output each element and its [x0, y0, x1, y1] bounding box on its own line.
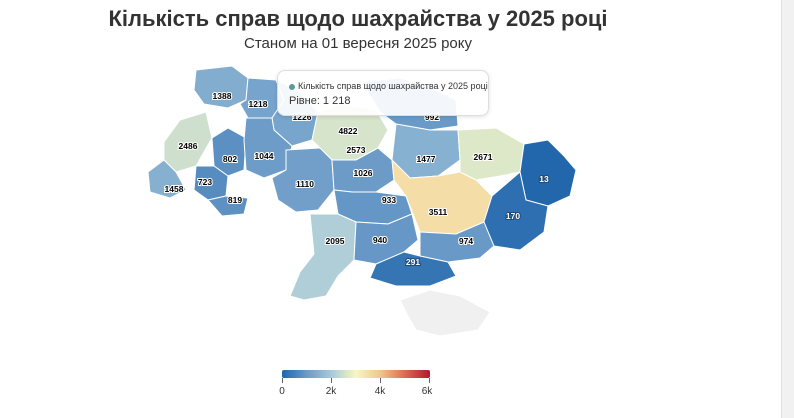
region-value-label: 1110 — [296, 179, 314, 189]
legend-tick-mark — [380, 378, 381, 383]
series-marker-icon — [289, 84, 295, 90]
map-subtitle: Станом на 01 вересня 2025 року — [244, 35, 472, 52]
color-legend-bar — [282, 370, 430, 378]
region-value-label: 13 — [539, 174, 549, 184]
region-value-label: 802 — [223, 154, 237, 164]
region-value-label: 1458 — [165, 184, 184, 194]
region-odesa[interactable] — [289, 213, 357, 301]
legend-tick-mark — [331, 378, 332, 383]
legend-tick-mark — [282, 378, 283, 383]
region-value-label: 1026 — [354, 168, 373, 178]
region-value-label: 974 — [459, 236, 473, 246]
region-chernivtsi[interactable] — [207, 195, 249, 217]
region-luhansk[interactable] — [519, 139, 577, 207]
tooltip-series-name: Кількість справ щодо шахрайства у 2025 р… — [298, 81, 488, 91]
region-crimea[interactable] — [399, 289, 491, 337]
legend-tick-label: 6k — [421, 386, 433, 397]
region-vinnytsia[interactable] — [271, 147, 335, 213]
region-mykolaiv[interactable] — [353, 213, 419, 265]
map-title: Кількість справ щодо шахрайства у 2025 р… — [108, 6, 608, 31]
page-scrollbar[interactable] — [781, 0, 794, 418]
region-value-label: 3511 — [429, 207, 448, 217]
legend-tick-label: 0 — [279, 386, 285, 397]
region-value-label: 4822 — [339, 126, 358, 136]
region-value-label: 2486 — [179, 141, 198, 151]
region-value-label: 2095 — [326, 236, 345, 246]
region-value-label: 723 — [198, 177, 212, 187]
region-zakarpattia[interactable] — [147, 159, 187, 199]
region-value-label: 819 — [228, 195, 242, 205]
region-value-label: 291 — [406, 257, 420, 267]
legend-tick-label: 4k — [374, 386, 386, 397]
region-value-label: 170 — [506, 211, 520, 221]
region-value-label: 933 — [382, 195, 396, 205]
tooltip-value: Рівне: 1 218 — [289, 95, 351, 107]
legend-tick-mark — [429, 378, 430, 383]
region-value-label: 1044 — [255, 151, 274, 161]
region-volyn[interactable] — [193, 65, 249, 109]
region-value-label: 2671 — [474, 152, 493, 162]
legend-tick-label: 2k — [325, 386, 337, 397]
region-kharkiv[interactable] — [457, 127, 525, 181]
map-tooltip: Кількість справ щодо шахрайства у 2025 р… — [277, 70, 489, 116]
region-value-label: 940 — [373, 235, 387, 245]
region-value-label: 1477 — [417, 154, 436, 164]
region-value-label: 1218 — [249, 99, 268, 109]
region-value-label: 1388 — [213, 91, 232, 101]
region-kherson[interactable] — [369, 251, 457, 287]
region-value-label: 2573 — [347, 145, 366, 155]
